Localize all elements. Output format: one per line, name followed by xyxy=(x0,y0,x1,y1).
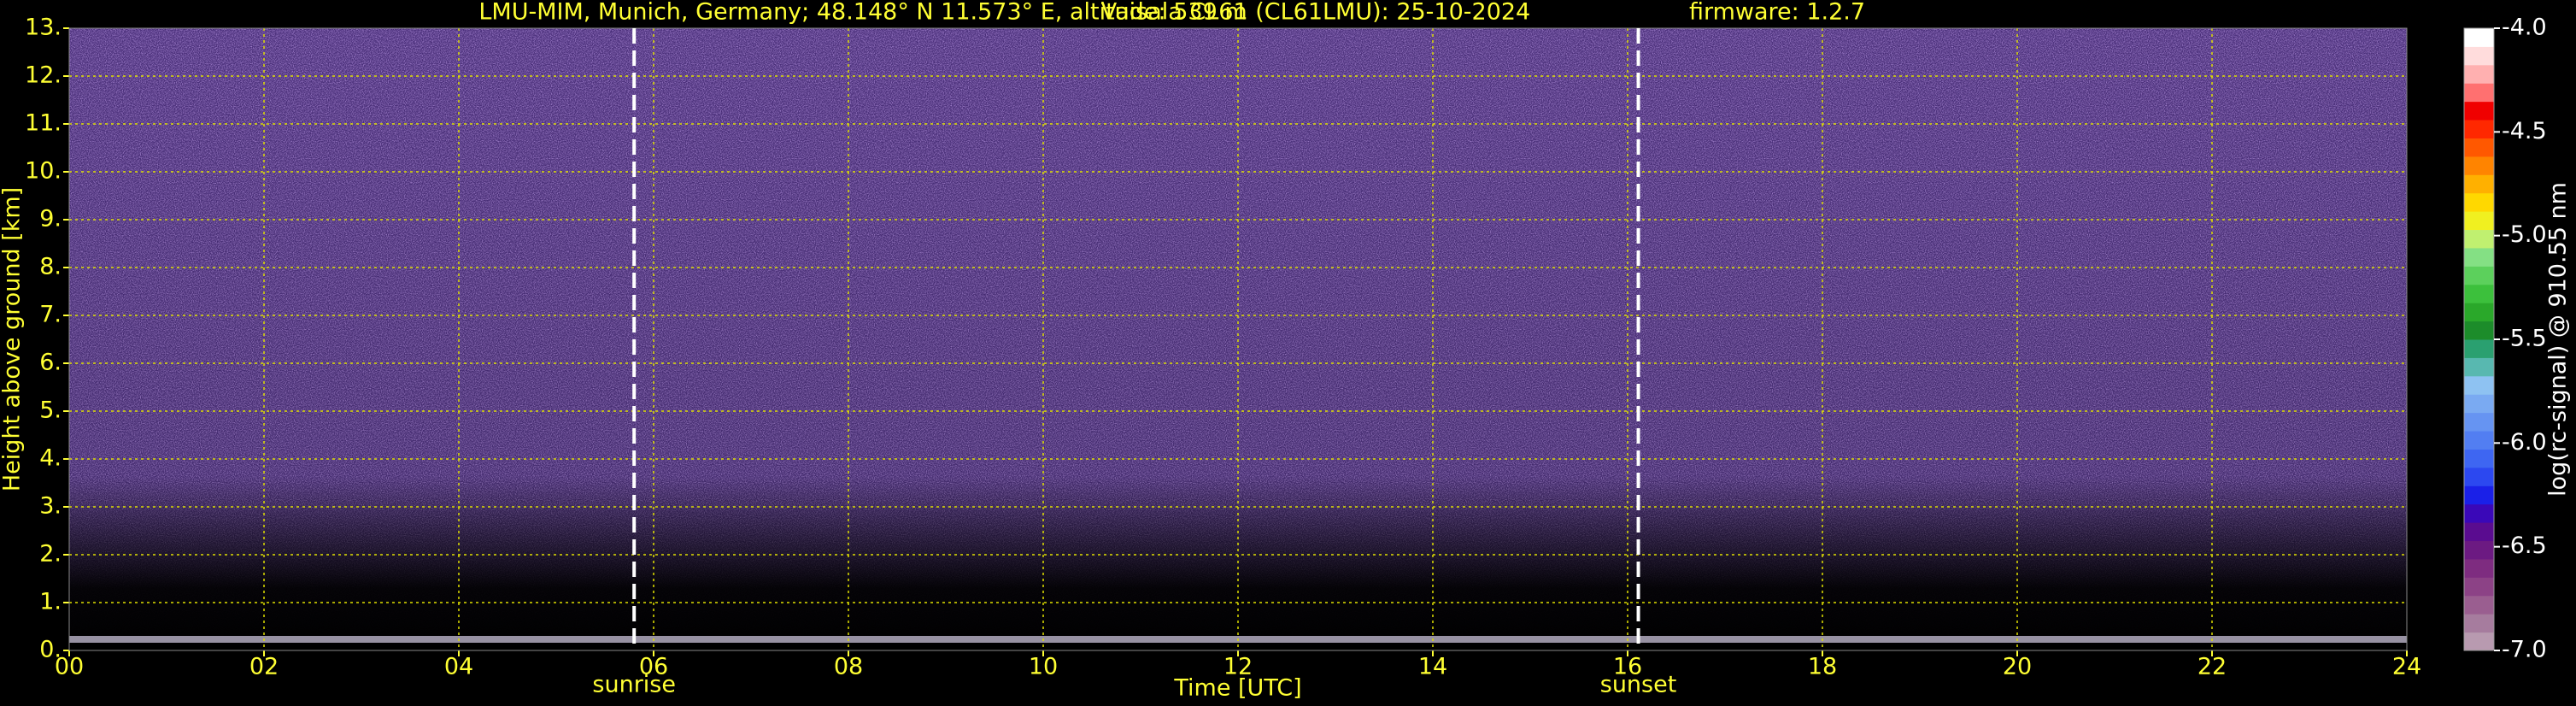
y-axis-label: Height above ground [km] xyxy=(0,187,26,491)
colorbar-swatch xyxy=(2464,64,2494,84)
x-tick-label: 04 xyxy=(444,654,473,680)
colorbar-swatch xyxy=(2464,522,2494,542)
colorbar-swatch xyxy=(2464,558,2494,578)
labels: LMU-MIM, Munich, Germany; 48.148° N 11.5… xyxy=(0,0,2421,702)
x-tick-label: 10 xyxy=(1029,654,1058,680)
x-tick-label: 20 xyxy=(2003,654,2032,680)
x-tick-label: 12 xyxy=(1223,654,1253,680)
x-tick-label: 00 xyxy=(55,654,84,680)
colorbar-label: log(rc-signal) @ 910.55 nm xyxy=(2545,182,2572,497)
colorbar-swatch xyxy=(2464,431,2494,450)
colorbar-swatch xyxy=(2464,284,2494,303)
y-tick-label: 2. xyxy=(39,541,62,568)
x-tick-label: 16 xyxy=(1613,654,1642,680)
x-tick-label: 08 xyxy=(834,654,863,680)
colorbar-swatch xyxy=(2464,247,2494,267)
colorbar-swatch xyxy=(2464,412,2494,432)
x-tick-label: 24 xyxy=(2392,654,2421,680)
colorbar-tick-label: -4.0 xyxy=(2502,15,2547,41)
colorbar-swatch xyxy=(2464,83,2494,103)
colorbar-swatch xyxy=(2464,266,2494,285)
chart-title: firmware: 1.2.7 xyxy=(1689,0,1865,26)
x-tick-label: 22 xyxy=(2198,654,2227,680)
colorbar-swatch xyxy=(2464,449,2494,468)
colorbar-swatch xyxy=(2464,503,2494,523)
y-tick-label: 1. xyxy=(39,589,62,615)
colorbar-swatch xyxy=(2464,321,2494,340)
y-tick-label: 6. xyxy=(39,350,62,376)
colorbar-swatch xyxy=(2464,138,2494,157)
chart-title: Vaisala CL61 (CL61LMU): 25-10-2024 xyxy=(1101,0,1531,26)
y-tick-label: 3. xyxy=(39,493,62,520)
colorbar-swatch xyxy=(2464,211,2494,231)
colorbar-swatch xyxy=(2464,485,2494,505)
colorbar-swatch xyxy=(2464,46,2494,66)
colorbar-tick-label: -6.5 xyxy=(2502,532,2547,559)
colorbar-swatch xyxy=(2464,192,2494,212)
x-tick-label: 14 xyxy=(1418,654,1447,680)
y-tick-label: 11. xyxy=(25,110,62,137)
colorbar-tick-label: -5.0 xyxy=(2502,221,2547,248)
colorbar-swatch xyxy=(2464,632,2494,651)
colorbar-swatch xyxy=(2464,156,2494,175)
colorbar-swatch xyxy=(2464,303,2494,322)
y-tick-label: 8. xyxy=(39,254,62,280)
colorbar: -7.0 -6.5 -6.0 -5.5 -5.0 -4.5 -4.0 log(rc-signa… xyxy=(2463,15,2572,663)
y-tick-label: 0. xyxy=(39,637,62,663)
annotation-label: sunrise xyxy=(592,672,676,698)
y-tick-label: 9. xyxy=(39,206,62,232)
colorbar-tick-label: -6.0 xyxy=(2502,429,2547,456)
colorbar-swatch xyxy=(2464,375,2494,395)
colorbar-swatch xyxy=(2464,467,2494,486)
colorbar-swatch xyxy=(2464,577,2494,597)
y-tick-label: 13. xyxy=(25,15,62,41)
colorbar-tick-label: -5.5 xyxy=(2502,326,2547,352)
colorbar-swatch xyxy=(2464,120,2494,138)
y-tick-label: 4. xyxy=(39,445,62,472)
y-tick-label: 12. xyxy=(25,62,62,89)
colorbar-tick-label: -4.5 xyxy=(2502,118,2547,144)
y-tick-label: 5. xyxy=(39,397,62,424)
colorbar-swatch xyxy=(2464,101,2494,121)
colorbar-swatch xyxy=(2464,357,2494,377)
x-tick-label: 06 xyxy=(639,654,668,680)
colorbar-tick-label: -7.0 xyxy=(2502,637,2547,663)
colorbar-swatch xyxy=(2464,339,2494,358)
colorbar-swatch xyxy=(2464,540,2494,560)
colorbar-swatch xyxy=(2464,394,2494,414)
x-axis-label: Time [UTC] xyxy=(1173,675,1301,702)
colorbar-swatch xyxy=(2464,614,2494,633)
colorbar-swatch xyxy=(2464,28,2494,47)
y-tick-label: 10. xyxy=(25,158,62,185)
grid xyxy=(63,27,2408,656)
x-tick-label: 02 xyxy=(249,654,279,680)
x-tick-label: 18 xyxy=(1808,654,1837,680)
colorbar-swatch xyxy=(2464,174,2494,194)
plot-frame xyxy=(68,27,2408,651)
y-tick-label: 7. xyxy=(39,302,62,328)
colorbar-swatch xyxy=(2464,229,2494,249)
colorbar-swatch xyxy=(2464,595,2494,615)
chart-title: LMU-MIM, Munich, Germany; 48.148° N 11.5… xyxy=(478,0,1247,26)
annotation-label: sunset xyxy=(1600,672,1677,698)
